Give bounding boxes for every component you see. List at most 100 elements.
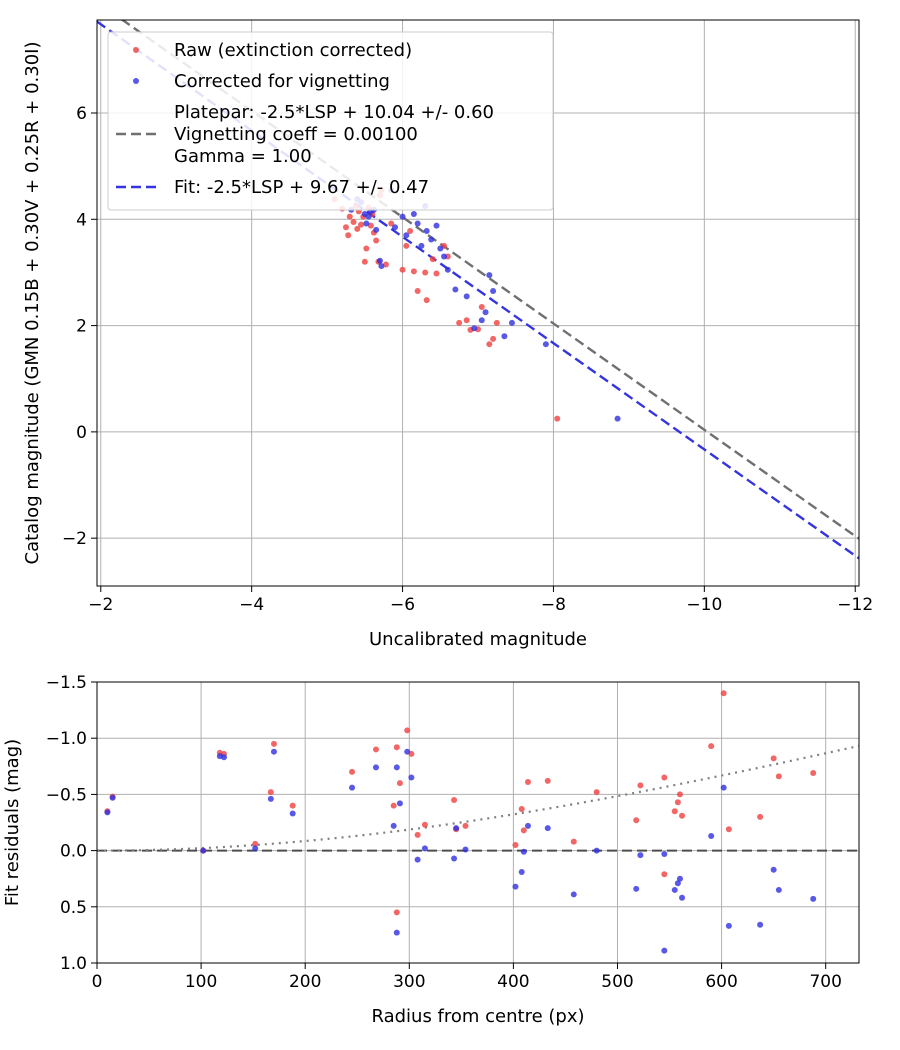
top-points bbox=[331, 187, 621, 422]
corrected-data-point bbox=[365, 213, 372, 220]
raw-data-point bbox=[350, 218, 357, 225]
bottom-x-ticks: 0 100 200 300 400 500 600 700 bbox=[92, 963, 842, 992]
corrected-data-point bbox=[444, 266, 451, 273]
corrected-data-point bbox=[482, 309, 489, 316]
bottom-plot-frame bbox=[96, 681, 860, 964]
x-tick-label: 500 bbox=[601, 972, 633, 992]
corrected-data-point bbox=[267, 795, 274, 802]
y-tick-label: 0.0 bbox=[60, 842, 87, 862]
legend-label: Fit: -2.5*LSP + 9.67 +/- 0.47 bbox=[174, 177, 429, 198]
bottom-y-axis-label: Fit residuals (mag) bbox=[2, 739, 23, 906]
raw-data-point bbox=[676, 791, 683, 798]
corrected-data-point bbox=[661, 947, 668, 954]
raw-data-point bbox=[354, 225, 361, 232]
raw-data-point bbox=[422, 269, 429, 276]
corrected-data-point bbox=[508, 319, 515, 326]
legend-marker bbox=[133, 47, 139, 53]
raw-data-point bbox=[345, 232, 352, 239]
raw-data-point bbox=[570, 838, 577, 845]
x-tick-label: 300 bbox=[393, 972, 425, 992]
corrected-data-point bbox=[404, 748, 411, 755]
bottom-y-ticks: 1.0 0.5 0.0 −0.5 −1.0 −1.5 bbox=[46, 673, 97, 974]
x-tick-label: 700 bbox=[809, 972, 841, 992]
raw-data-point bbox=[393, 909, 400, 916]
corrected-data-point bbox=[633, 885, 640, 892]
corrected-data-point bbox=[679, 894, 686, 901]
bottom-lines bbox=[97, 744, 859, 852]
raw-data-point bbox=[462, 822, 469, 829]
corrected-data-point bbox=[378, 263, 385, 270]
raw-data-point bbox=[414, 831, 421, 838]
corrected-data-point bbox=[671, 886, 678, 893]
top-x-axis-label: Uncalibrated magnitude bbox=[369, 629, 587, 650]
corrected-data-point bbox=[109, 794, 116, 801]
raw-data-point bbox=[252, 840, 259, 847]
legend-label: Platepar: -2.5*LSP + 10.04 +/- 0.60 bbox=[174, 102, 494, 123]
raw-data-point bbox=[423, 297, 430, 304]
corrected-data-point bbox=[544, 825, 551, 832]
corrected-data-point bbox=[518, 868, 525, 875]
corrected-data-point bbox=[270, 748, 277, 755]
corrected-data-point bbox=[414, 856, 421, 863]
top-plot-frame bbox=[96, 19, 860, 587]
raw-data-point bbox=[456, 319, 463, 326]
corrected-data-point bbox=[524, 822, 531, 829]
raw-data-point bbox=[358, 221, 365, 228]
vignetting-curve bbox=[97, 744, 859, 852]
corrected-data-point bbox=[349, 784, 356, 791]
corrected-data-point bbox=[593, 847, 600, 854]
corrected-data-point bbox=[451, 855, 458, 862]
raw-data-point bbox=[372, 746, 379, 753]
corrected-data-point bbox=[471, 325, 478, 332]
corrected-data-point bbox=[392, 224, 399, 231]
y-tick-label: −1.0 bbox=[46, 729, 87, 749]
x-tick-label: 100 bbox=[185, 972, 217, 992]
corrected-data-point bbox=[399, 213, 406, 220]
corrected-data-point bbox=[373, 226, 380, 233]
corrected-data-point bbox=[104, 809, 111, 816]
legend-label: Gamma = 1.00 bbox=[174, 146, 312, 167]
raw-data-point bbox=[361, 258, 368, 265]
corrected-data-point bbox=[393, 764, 400, 771]
x-tick-label: 0 bbox=[92, 972, 103, 992]
raw-data-point bbox=[451, 797, 458, 804]
raw-data-point bbox=[674, 799, 681, 806]
corrected-data-point bbox=[542, 341, 549, 348]
raw-data-point bbox=[349, 768, 356, 775]
top-panel: −2 −4 −6 −8 −10 −12 −2 0 2 4 6 Uncalibrated magni… bbox=[22, 19, 873, 650]
raw-data-point bbox=[414, 288, 421, 295]
corrected-data-point bbox=[403, 232, 410, 239]
raw-data-point bbox=[725, 826, 732, 833]
raw-data-point bbox=[393, 744, 400, 751]
corrected-data-point bbox=[441, 253, 448, 260]
bottom-x-axis-label: Radius from centre (px) bbox=[371, 1006, 584, 1027]
raw-data-point bbox=[410, 268, 417, 275]
corrected-data-point bbox=[390, 822, 397, 829]
top-y-axis-label: Catalog magnitude (GMN 0.15B + 0.30V + 0… bbox=[22, 41, 43, 564]
y-tick-label: 6 bbox=[76, 104, 87, 124]
raw-data-point bbox=[382, 261, 389, 268]
corrected-data-point bbox=[462, 846, 469, 853]
raw-data-point bbox=[367, 222, 374, 229]
x-tick-label: 600 bbox=[705, 972, 737, 992]
legend-items: Raw (extinction corrected) Corrected for … bbox=[116, 40, 494, 198]
y-tick-label: −1.5 bbox=[46, 673, 87, 693]
raw-data-point bbox=[289, 802, 296, 809]
raw-data-point bbox=[593, 789, 600, 796]
corrected-data-point bbox=[428, 236, 435, 243]
y-tick-label: −0.5 bbox=[46, 785, 87, 805]
legend-box bbox=[107, 31, 554, 211]
raw-data-point bbox=[493, 319, 500, 326]
raw-data-point bbox=[637, 782, 644, 789]
corrected-data-point bbox=[512, 883, 519, 890]
x-tick-label: −10 bbox=[686, 595, 722, 615]
raw-data-point bbox=[407, 227, 414, 234]
raw-data-point bbox=[512, 841, 519, 848]
x-tick-label: −12 bbox=[837, 595, 873, 615]
corrected-data-point bbox=[410, 210, 417, 217]
corrected-data-point bbox=[720, 784, 727, 791]
raw-data-point bbox=[403, 242, 410, 249]
corrected-data-point bbox=[437, 245, 444, 252]
raw-data-point bbox=[270, 740, 277, 747]
